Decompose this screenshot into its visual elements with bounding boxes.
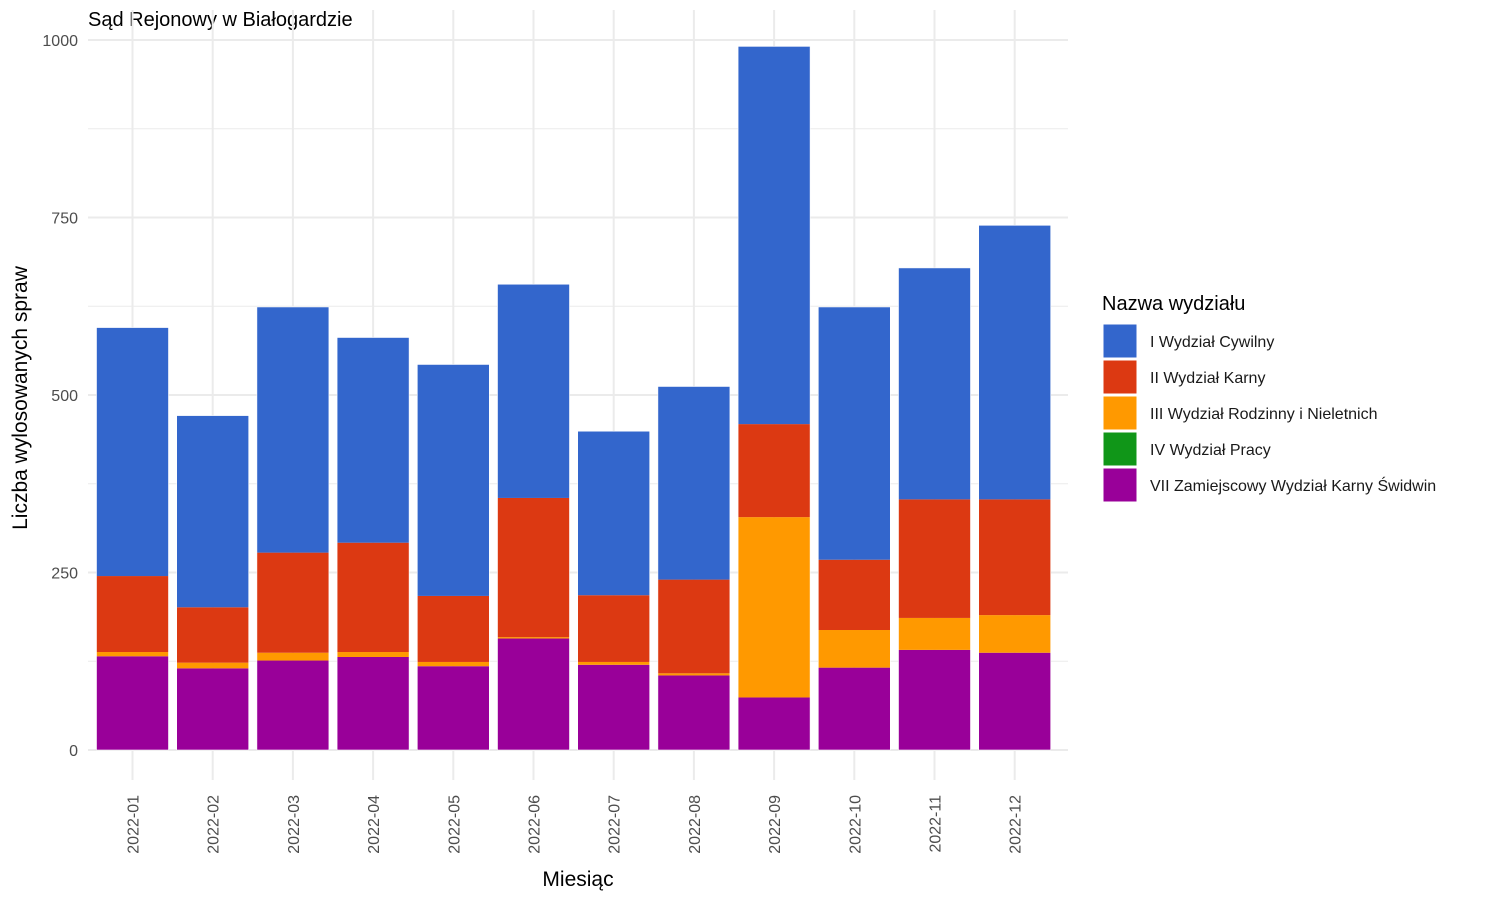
bar-segment-ii-wydzia-karny-2022-11 (898, 499, 971, 618)
x-tick-label: 2022-02 (206, 795, 223, 854)
bar-segment-ii-wydzia-karny-2022-04 (337, 542, 410, 653)
bar-segment-ii-wydzia-karny-2022-08 (657, 579, 730, 674)
bar-segment-iii-wydzia-rodzinny-i-nieletnich-2022-02 (176, 662, 249, 669)
x-tick-label: 2022-08 (687, 795, 704, 854)
legend-label-i-wydzia-cywilny: I Wydział Cywilny (1150, 334, 1274, 351)
bar-outline-2022-02 (176, 415, 249, 751)
bar-segment-ii-wydzia-karny-2022-03 (256, 552, 329, 653)
bar-segment-ii-wydzia-karny-2022-09 (738, 424, 811, 518)
legend-title: Nazwa wydziału (1102, 293, 1245, 315)
legend-label-iv-wydzia-pracy: IV Wydział Pracy (1150, 442, 1271, 459)
chart-title: Sąd Rejonowy w Białogardzie (88, 9, 353, 31)
bar-segment-vii-zamiejscowy-wydzia-karny-s-widwin-2022-10 (818, 667, 891, 750)
bar-segment-i-wydzia-cywilny-2022-01 (96, 327, 169, 577)
bar-segment-vii-zamiejscowy-wydzia-karny-s-widwin-2022-12 (978, 652, 1051, 750)
x-tick-label: 2022-06 (527, 795, 544, 854)
legend-swatch-iv-wydzia-pracy (1102, 431, 1138, 467)
bar-segment-iii-wydzia-rodzinny-i-nieletnich-2022-04 (337, 652, 410, 657)
bar-segment-i-wydzia-cywilny-2022-10 (818, 306, 891, 560)
bar-segment-iii-wydzia-rodzinny-i-nieletnich-2022-09 (738, 517, 811, 698)
bar-segment-vii-zamiejscowy-wydzia-karny-s-widwin-2022-07 (577, 664, 650, 750)
bar-outline-2022-05 (416, 364, 490, 751)
bar-outline-2022-04 (336, 337, 410, 751)
bar-segment-vii-zamiejscowy-wydzia-karny-s-widwin-2022-04 (337, 656, 410, 750)
y-axis-ticks: 0 250 500 750 1000 (42, 33, 78, 760)
legend-label-ii-wydzia-karny: II Wydział Karny (1150, 370, 1265, 387)
legend-swatch-ii-wydzia-karny (1102, 359, 1138, 395)
bar-segment-iii-wydzia-rodzinny-i-nieletnich-2022-10 (818, 630, 891, 668)
x-tick-label: 2022-12 (1008, 795, 1025, 854)
bar-segment-iii-wydzia-rodzinny-i-nieletnich-2022-06 (497, 637, 570, 639)
x-tick-label: 2022-09 (767, 795, 784, 854)
bar-segment-i-wydzia-cywilny-2022-07 (577, 431, 650, 596)
x-axis-ticks: 2022-01 2022-02 2022-03 2022-04 2022-05 2022-… (126, 795, 1025, 854)
bar-segment-i-wydzia-cywilny-2022-08 (657, 386, 730, 580)
bar-segment-ii-wydzia-karny-2022-06 (497, 497, 570, 638)
bar-segment-vii-zamiejscowy-wydzia-karny-s-widwin-2022-08 (657, 675, 730, 750)
bar-outline-2022-08 (657, 386, 731, 751)
y-tick-label: 250 (51, 566, 78, 583)
bar-segment-i-wydzia-cywilny-2022-05 (417, 364, 490, 596)
bar-segment-vii-zamiejscowy-wydzia-karny-s-widwin-2022-11 (898, 649, 971, 750)
legend-swatch-vii-zamiejscowy-wydzia-karny-s-widwin (1102, 467, 1138, 503)
legend-swatch-i-wydzia-cywilny (1102, 323, 1138, 359)
bar-segment-ii-wydzia-karny-2022-10 (818, 559, 891, 631)
bar-segment-ii-wydzia-karny-2022-02 (176, 607, 249, 663)
y-tick-label: 1000 (42, 33, 78, 50)
y-axis-title: Liczba wylosowanych spraw (9, 265, 32, 530)
legend-swatch-iii-wydzia-rodzinny-i-nieletnich (1102, 395, 1138, 431)
x-tick-label: 2022-04 (366, 795, 383, 854)
bar-segment-iii-wydzia-rodzinny-i-nieletnich-2022-05 (417, 661, 490, 667)
bar-segment-iii-wydzia-rodzinny-i-nieletnich-2022-11 (898, 617, 971, 650)
bar-segment-iii-wydzia-rodzinny-i-nieletnich-2022-01 (96, 652, 169, 657)
bar-segment-iii-wydzia-rodzinny-i-nieletnich-2022-07 (577, 661, 650, 665)
bar-segment-vii-zamiejscowy-wydzia-karny-s-widwin-2022-05 (417, 666, 490, 750)
bar-outline-2022-12 (978, 225, 1052, 751)
bar-outline-2022-09 (737, 46, 811, 751)
x-tick-label: 2022-05 (446, 795, 463, 854)
x-tick-label: 2022-07 (607, 795, 624, 854)
x-tick-label: 2022-10 (847, 795, 864, 854)
bar-segment-ii-wydzia-karny-2022-07 (577, 595, 650, 662)
bar-segment-i-wydzia-cywilny-2022-12 (978, 225, 1051, 500)
bar-segment-i-wydzia-cywilny-2022-09 (738, 46, 811, 425)
y-tick-label: 750 (51, 211, 78, 228)
bar-segment-ii-wydzia-karny-2022-12 (978, 499, 1051, 616)
bar-outline-2022-11 (898, 267, 971, 751)
y-tick-label: 500 (51, 388, 78, 405)
x-tick-label: 2022-11 (928, 795, 945, 853)
bar-outline-2022-06 (497, 283, 570, 751)
bar-segment-vii-zamiejscowy-wydzia-karny-s-widwin-2022-02 (176, 668, 249, 750)
bars (96, 46, 1052, 751)
legend-label-vii-zamiejscowy-wydzia-karny-s-widwin: VII Zamiejscowy Wydział Karny Świdwin (1150, 476, 1436, 495)
bar-segment-i-wydzia-cywilny-2022-11 (898, 267, 971, 500)
bar-segment-ii-wydzia-karny-2022-05 (417, 595, 490, 662)
legend-label-iii-wydzia-rodzinny-i-nieletnich: III Wydział Rodzinny i Nieletnich (1150, 406, 1378, 423)
bar-outline-2022-03 (256, 306, 330, 751)
bar-segment-iii-wydzia-rodzinny-i-nieletnich-2022-12 (978, 615, 1051, 653)
bar-outline-2022-10 (817, 306, 891, 751)
bar-segment-i-wydzia-cywilny-2022-03 (256, 306, 329, 553)
bar-segment-vii-zamiejscowy-wydzia-karny-s-widwin-2022-01 (96, 656, 169, 750)
bar-segment-vii-zamiejscowy-wydzia-karny-s-widwin-2022-06 (497, 638, 570, 750)
bar-outline-2022-07 (577, 430, 651, 751)
bar-outline-2022-01 (96, 327, 169, 751)
bar-segment-vii-zamiejscowy-wydzia-karny-s-widwin-2022-03 (256, 660, 329, 750)
y-tick-label: 0 (69, 743, 78, 760)
bar-segment-ii-wydzia-karny-2022-01 (96, 576, 169, 653)
x-tick-label: 2022-01 (126, 795, 143, 854)
bar-segment-i-wydzia-cywilny-2022-06 (497, 284, 570, 498)
x-axis-title: Miesiąc (542, 868, 613, 891)
bar-segment-vii-zamiejscowy-wydzia-karny-s-widwin-2022-09 (738, 697, 811, 750)
bar-segment-iii-wydzia-rodzinny-i-nieletnich-2022-03 (256, 652, 329, 661)
bar-segment-iii-wydzia-rodzinny-i-nieletnich-2022-08 (657, 673, 730, 676)
bar-segment-i-wydzia-cywilny-2022-04 (337, 337, 410, 543)
legend: Nazwa wydziału I Wydział Cywilny II Wydzi… (1102, 293, 1436, 503)
bar-segment-i-wydzia-cywilny-2022-02 (176, 415, 249, 608)
x-tick-label: 2022-03 (286, 795, 303, 854)
